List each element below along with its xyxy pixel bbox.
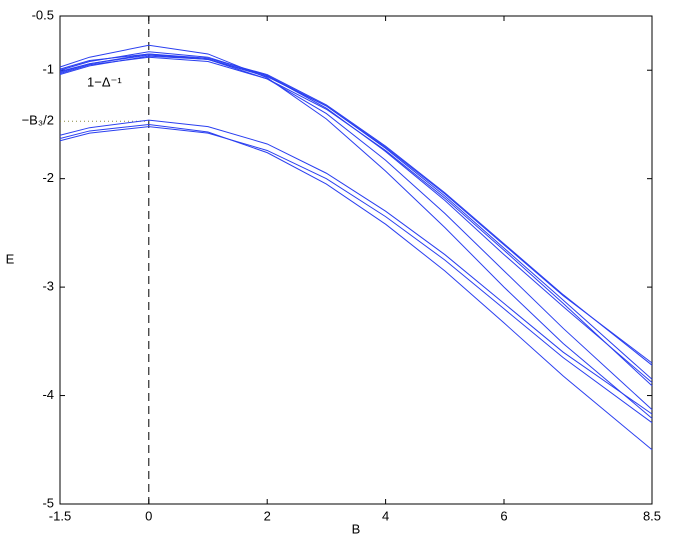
y-tick-label: -4 [42,387,54,402]
x-tick-label: -1.5 [49,508,71,523]
curve [59,123,653,451]
x-tick-label: 0 [145,508,152,523]
y-tick-label: -3 [42,279,54,294]
x-tick-label: 6 [500,508,507,523]
x-tick-label: 2 [264,508,271,523]
curve [59,126,653,424]
x-tick-label: 8.5 [643,508,661,523]
y-tick-label: -2 [42,170,54,185]
curve [59,53,653,366]
plot-frame [59,15,653,505]
curve [59,53,653,411]
x-axis-label: B [352,521,361,536]
curve [59,56,653,387]
curve [59,54,653,364]
reference-label: −B₃/2 [22,113,54,128]
curve [59,119,653,415]
y-tick-label: -5 [42,495,54,510]
y-tick-label: -1 [42,62,54,77]
curve [59,44,653,419]
annotation: 1−Δ⁻¹ [87,75,122,90]
y-axis-label: E [6,251,15,266]
curve [59,51,653,383]
y-tick-label: -0.5 [32,7,54,22]
x-tick-label: 4 [382,508,389,523]
